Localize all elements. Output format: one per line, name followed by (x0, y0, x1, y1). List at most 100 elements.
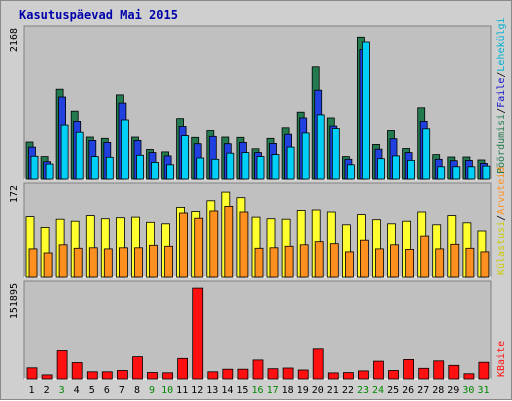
bar-bottom-KBaite-23 (357, 370, 369, 380)
bar-middle-Arvuteid-10 (164, 245, 174, 278)
bar-middle-Arvuteid-16 (254, 247, 264, 278)
bar-bottom-KBaite-7 (117, 370, 128, 380)
bar-middle-Arvuteid-3 (58, 244, 68, 278)
bar-bottom-KBaite-24 (373, 360, 384, 380)
x-tick-label: 12 (191, 385, 203, 396)
x-tick-label: 10 (161, 385, 173, 396)
bar-top-Lehekülgi-11 (181, 135, 190, 180)
legend-item-middle-0: Külastusi (496, 221, 507, 275)
bar-middle-Arvuteid-23 (359, 239, 369, 278)
x-tick-label: 26 (402, 385, 414, 396)
bar-bottom-KBaite-12 (192, 287, 204, 380)
bar-top-Lehekülgi-29 (452, 166, 461, 180)
x-tick-label: 21 (327, 385, 339, 396)
bar-bottom-KBaite-9 (147, 372, 158, 380)
bar-top-Lehekülgi-1 (30, 155, 39, 180)
bar-middle-Arvuteid-8 (134, 247, 143, 278)
bar-top-Lehekülgi-12 (196, 157, 205, 180)
x-tick-label: 27 (417, 385, 429, 396)
bar-middle-Arvuteid-12 (194, 217, 204, 278)
bar-middle-Arvuteid-17 (269, 247, 279, 278)
bar-top-Lehekülgi-16 (256, 156, 265, 180)
x-tick-label: 30 (462, 385, 474, 396)
x-tick-label: 17 (267, 385, 279, 396)
legend-item-top-2: Lehekülgi (496, 17, 507, 71)
x-tick-label: 15 (236, 385, 248, 396)
bar-bottom-KBaite-14 (222, 368, 234, 380)
bar-top-Lehekülgi-4 (75, 131, 84, 180)
bar-middle-Arvuteid-28 (435, 248, 445, 278)
bar-middle-Arvuteid-19 (299, 244, 309, 278)
bar-bottom-KBaite-11 (177, 357, 189, 380)
bar-middle-Arvuteid-5 (88, 247, 98, 278)
bar-top-Lehekülgi-17 (271, 154, 280, 180)
bar-middle-Arvuteid-24 (375, 248, 384, 278)
bar-top-Lehekülgi-14 (226, 152, 235, 180)
legend-item-middle-1: Arvuteid (496, 167, 507, 215)
bar-bottom-KBaite-26 (403, 358, 415, 380)
bar-bottom-KBaite-6 (101, 371, 113, 380)
x-tick-label: 20 (312, 385, 324, 396)
bar-bottom-KBaite-28 (433, 360, 445, 380)
x-tick-label: 31 (477, 385, 489, 396)
x-tick-label: 3 (59, 385, 65, 396)
legend-bottom: KBaite (496, 341, 507, 377)
bar-top-Lehekülgi-10 (166, 164, 175, 180)
bar-top-Lehekülgi-26 (407, 159, 416, 180)
bar-middle-Arvuteid-26 (405, 248, 415, 278)
legend-item-bottom-0: KBaite (496, 341, 507, 377)
bar-top-Lehekülgi-3 (60, 124, 69, 180)
bar-top-Lehekülgi-18 (286, 146, 295, 180)
bar-middle-Arvuteid-2 (43, 252, 53, 278)
legend-top: Pöördumisi/Faile/Lehekülgi (496, 17, 507, 174)
x-tick-label: 9 (149, 385, 155, 396)
bar-middle-Arvuteid-22 (344, 251, 354, 278)
bar-bottom-KBaite-29 (448, 364, 460, 380)
bar-bottom-KBaite-3 (56, 350, 68, 380)
bar-top-Lehekülgi-7 (121, 119, 129, 180)
x-tick-label: 13 (206, 385, 218, 396)
bar-top-Lehekülgi-27 (422, 128, 431, 180)
bar-middle-Arvuteid-27 (420, 235, 430, 278)
x-tick-label: 19 (297, 385, 309, 396)
bar-bottom-KBaite-2 (41, 374, 53, 380)
x-tick-label: 2 (44, 385, 50, 396)
bar-top-Lehekülgi-28 (437, 166, 446, 180)
bar-top-Lehekülgi-20 (316, 114, 325, 180)
chart-title: Kasutuspäevad Mai 2015 (19, 8, 178, 22)
bar-top-Lehekülgi-6 (105, 156, 114, 180)
bar-top-Lehekülgi-13 (211, 158, 220, 180)
bar-top-Lehekülgi-8 (136, 154, 144, 180)
bar-middle-Arvuteid-30 (465, 247, 475, 278)
bar-bottom-KBaite-4 (71, 362, 83, 380)
bar-bottom-KBaite-18 (282, 367, 294, 380)
bar-top-Lehekülgi-15 (241, 152, 250, 180)
bar-bottom-KBaite-31 (478, 361, 490, 380)
x-tick-label: 28 (432, 385, 444, 396)
legend-item-top-1: Faile (496, 78, 507, 108)
x-tick-label: 23 (357, 385, 369, 396)
bar-bottom-KBaite-10 (162, 372, 174, 380)
legend-middle: Külastusi/Arvuteid (496, 167, 507, 275)
x-tick-label: 6 (104, 385, 110, 396)
bar-middle-Arvuteid-18 (284, 245, 294, 278)
x-tick-label: 7 (119, 385, 125, 396)
bar-middle-Arvuteid-4 (73, 247, 83, 278)
bar-bottom-KBaite-30 (463, 373, 475, 380)
bar-bottom-KBaite-8 (132, 356, 143, 380)
bar-top-Lehekülgi-2 (45, 163, 54, 180)
bar-bottom-KBaite-27 (418, 367, 430, 380)
y-tick-label-top: 2168 (9, 28, 20, 52)
x-tick-label: 1 (28, 385, 34, 396)
bar-middle-Arvuteid-21 (329, 243, 339, 278)
bar-bottom-KBaite-17 (267, 368, 279, 380)
bar-bottom-KBaite-1 (26, 367, 38, 380)
bar-bottom-KBaite-20 (312, 348, 324, 380)
bar-top-Lehekülgi-21 (331, 128, 340, 180)
bar-middle-Arvuteid-15 (239, 211, 249, 278)
bar-middle-Arvuteid-29 (450, 243, 460, 278)
bar-top-Lehekülgi-25 (392, 155, 400, 180)
x-tick-label: 18 (282, 385, 294, 396)
bar-top-Lehekülgi-23 (361, 41, 370, 180)
